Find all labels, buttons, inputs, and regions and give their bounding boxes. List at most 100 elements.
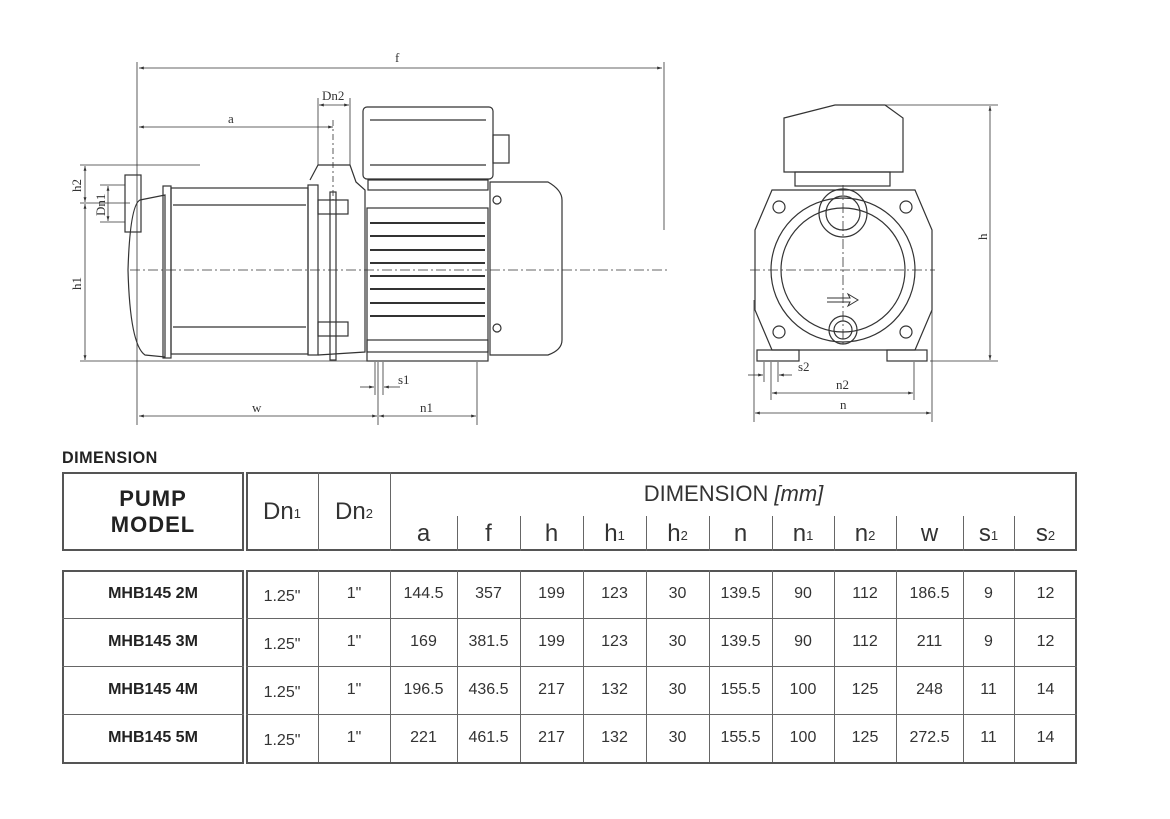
row-value-f: 461.5 <box>468 729 509 746</box>
dim-label-n: n <box>840 397 847 412</box>
dim-label-n1: n1 <box>420 400 433 415</box>
column-divider <box>583 516 584 551</box>
row-value-w: 248 <box>916 681 943 698</box>
row-value-f: 381.5 <box>468 633 509 650</box>
header-col-a: a <box>390 516 457 551</box>
row-dn2: 1" <box>346 729 362 746</box>
col-base: s <box>1035 519 1048 547</box>
header-col-w: w <box>896 516 963 551</box>
row-value-s2: 12 <box>1036 585 1055 602</box>
row-value-a: 169 <box>410 633 437 650</box>
dim-label-w: w <box>252 400 262 415</box>
column-divider <box>834 516 835 551</box>
col-base: a <box>416 519 431 547</box>
col-base: h <box>604 519 618 547</box>
row-value-s2: 14 <box>1036 681 1055 698</box>
column-divider <box>457 516 458 551</box>
row-divider <box>246 714 1077 715</box>
model-header-line: PUMP <box>119 485 187 511</box>
header-dn2: Dn 2 <box>318 472 390 551</box>
model-header-line: MODEL <box>110 511 196 537</box>
row-model: MHB145 5M <box>108 729 198 746</box>
row-value-s2: 12 <box>1036 633 1055 650</box>
side-view: f a Dn2 h2 Dn1 h1 s1 w n1 <box>69 50 668 425</box>
row-value-n: 139.5 <box>720 585 761 602</box>
dim-label-h2: h2 <box>69 179 84 192</box>
column-divider <box>646 516 647 551</box>
row-value-n1: 100 <box>789 681 817 698</box>
dim-label-dn2: Dn2 <box>322 88 344 103</box>
col-subscript: 2 <box>680 528 688 543</box>
dim-label-h1: h1 <box>69 277 84 290</box>
column-divider <box>772 516 773 551</box>
row-divider <box>62 618 244 619</box>
row-value-h: 199 <box>538 633 565 650</box>
col-base: h <box>667 519 681 547</box>
dim-label-s1: s1 <box>398 372 410 387</box>
row-dn1: 1.25" <box>263 732 301 749</box>
row-value-h1: 132 <box>601 681 628 698</box>
col-base: n <box>733 519 748 547</box>
header-dims-box <box>246 472 1077 551</box>
group-header-text: DIMENSION <box>643 481 769 506</box>
row-value-s1: 11 <box>980 681 997 698</box>
col-subscript: 1 <box>806 528 814 543</box>
row-value-a: 144.5 <box>403 585 444 602</box>
row-value-h: 217 <box>538 681 565 698</box>
col-base: f <box>485 519 492 547</box>
header-col-f: f <box>457 516 520 551</box>
column-divider <box>520 516 521 551</box>
row-value-n2: 125 <box>851 681 879 698</box>
row-value-w: 186.5 <box>909 585 950 602</box>
dim-label-a: a <box>228 111 234 126</box>
row-divider <box>62 666 244 667</box>
col-subscript: 2 <box>1047 528 1056 543</box>
row-value-s1: 9 <box>984 585 993 602</box>
dim-label-dn1: Dn1 <box>93 194 108 216</box>
dn1-subscript: 1 <box>293 506 301 521</box>
dim-label-f: f <box>395 50 400 65</box>
col-subscript: 1 <box>617 528 625 543</box>
col-base: h <box>544 519 559 547</box>
row-value-w: 211 <box>916 633 943 650</box>
row-value-a: 196.5 <box>403 681 444 698</box>
col-base: n <box>854 519 869 547</box>
column-divider <box>318 472 319 551</box>
row-value-n1: 90 <box>794 633 812 650</box>
row-value-h2: 30 <box>668 729 687 746</box>
row-value-s1: 11 <box>980 729 997 746</box>
row-dn2: 1" <box>346 681 362 698</box>
row-divider <box>62 714 244 715</box>
header-col-h: h <box>520 516 583 551</box>
front-view: h s2 n2 n <box>748 104 998 422</box>
section-title: DIMENSION <box>62 448 158 467</box>
column-divider <box>390 472 391 551</box>
column-divider <box>896 516 897 551</box>
row-value-h2: 30 <box>668 681 687 698</box>
row-value-n: 155.5 <box>720 681 761 698</box>
header-col-n: n <box>709 516 772 551</box>
dim-label-n2: n2 <box>836 377 849 392</box>
row-model: MHB145 4M <box>108 681 198 698</box>
row-value-h1: 123 <box>601 633 628 650</box>
row-value-f: 357 <box>475 585 502 602</box>
row-dn2: 1" <box>346 633 362 650</box>
column-divider <box>1014 516 1015 551</box>
col-base: s <box>978 519 991 547</box>
col-base: n <box>792 519 807 547</box>
row-divider <box>246 666 1077 667</box>
row-value-s2: 14 <box>1036 729 1055 746</box>
dim-label-s2: s2 <box>798 359 810 374</box>
row-value-n2: 112 <box>852 585 878 602</box>
dn2-base: Dn <box>335 497 366 525</box>
row-value-n: 155.5 <box>720 729 761 746</box>
row-model: MHB145 2M <box>108 585 198 602</box>
pump-model-header: PUMP MODEL <box>62 472 244 551</box>
row-value-n2: 125 <box>851 729 879 746</box>
row-value-h: 217 <box>538 729 565 746</box>
